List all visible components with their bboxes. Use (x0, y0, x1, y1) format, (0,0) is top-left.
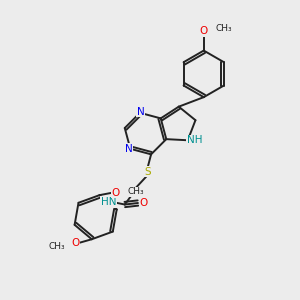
Text: O: O (112, 188, 120, 198)
Text: CH₃: CH₃ (215, 24, 232, 33)
Text: O: O (139, 198, 147, 208)
Text: S: S (144, 167, 151, 177)
Text: HN: HN (101, 197, 116, 207)
Text: N: N (125, 144, 133, 154)
Text: N: N (137, 106, 144, 117)
Text: NH: NH (187, 135, 202, 145)
Text: O: O (200, 26, 208, 36)
Text: CH₃: CH₃ (49, 242, 65, 251)
Text: O: O (71, 238, 80, 248)
Text: CH₃: CH₃ (127, 187, 144, 196)
